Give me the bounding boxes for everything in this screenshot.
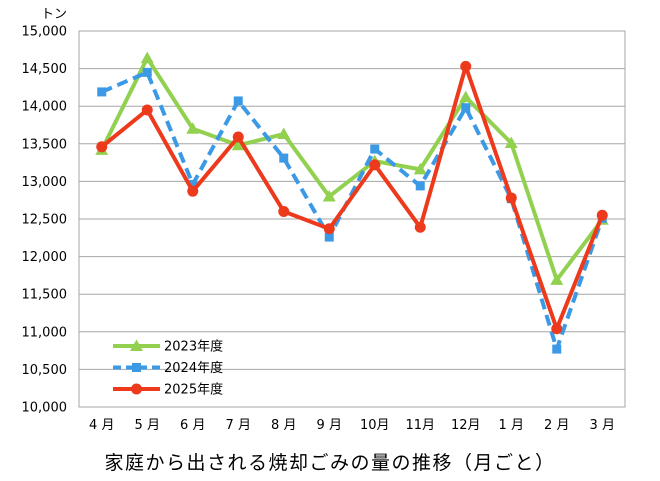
data-point-marker-2023	[413, 162, 427, 175]
x-tick-label: 2 月	[544, 418, 569, 433]
x-tick-label: 1 月	[499, 418, 524, 433]
y-tick-label: 12,500	[22, 213, 68, 228]
data-point-marker-2023	[550, 273, 564, 285]
data-point-marker-2025	[141, 104, 153, 116]
y-tick-label: 10,000	[22, 401, 68, 416]
x-tick-label: 4 月	[89, 418, 114, 433]
data-point-marker-2023	[322, 189, 336, 202]
x-tick-label: 9 月	[317, 418, 342, 433]
legend-marker-2025	[131, 383, 142, 395]
data-point-marker-2024	[370, 144, 380, 154]
data-point-marker-2023	[186, 122, 200, 134]
data-point-marker-2023	[459, 90, 473, 103]
y-axis-unit-label: トン	[41, 7, 67, 22]
legend-entry-2023: 2023年度	[113, 339, 223, 355]
data-point-marker-2024	[552, 344, 562, 354]
data-point-marker-2024	[142, 67, 152, 77]
x-tick-label: 5 月	[135, 418, 160, 433]
series-2023	[95, 51, 609, 285]
legend-label-2024: 2024年度	[164, 360, 223, 376]
legend-label-2025: 2025年度	[164, 382, 223, 398]
data-point-marker-2025	[551, 323, 563, 335]
x-axis-tick-labels: 4 月 5 月 6 月 7 月 8 月 9 月 10月 11月 12月 1 月 2 月 3 月	[89, 418, 615, 433]
data-point-marker-2023	[504, 136, 518, 149]
data-point-marker-2025	[596, 209, 608, 221]
series-group	[95, 51, 609, 354]
data-point-marker-2025	[278, 205, 290, 217]
data-point-marker-2024	[97, 87, 107, 97]
data-point-marker-2024	[461, 103, 471, 113]
legend-label-2023: 2023年度	[164, 339, 223, 355]
legend: 2023年度 2024年度 2025年度	[113, 339, 223, 398]
x-tick-label: 6 月	[180, 418, 205, 433]
data-point-marker-2023	[231, 138, 245, 151]
x-tick-label: 8 月	[271, 418, 296, 433]
series-2025	[96, 60, 608, 335]
y-tick-label: 14,500	[22, 62, 68, 77]
y-tick-label: 11,500	[22, 288, 68, 303]
data-point-marker-2023	[277, 127, 291, 140]
x-tick-label: 7 月	[226, 418, 251, 433]
data-point-marker-2025	[505, 192, 517, 204]
x-tick-label: 12月	[451, 418, 481, 433]
data-point-marker-2025	[414, 221, 426, 233]
data-point-marker-2025	[96, 141, 108, 153]
data-point-marker-2025	[460, 60, 472, 72]
series-line-2024	[100, 70, 605, 352]
gridlines	[79, 30, 625, 408]
data-point-marker-2024	[279, 153, 289, 163]
data-point-marker-2024	[233, 96, 243, 106]
legend-marker-2024	[132, 363, 141, 372]
data-point-marker-2025	[232, 131, 244, 143]
plot-area-border	[78, 30, 626, 408]
x-tick-label: 3 月	[590, 418, 615, 433]
series-line-2023	[99, 56, 605, 282]
y-tick-label: 10,500	[22, 363, 68, 378]
data-point-marker-2025	[369, 159, 381, 171]
data-point-marker-2024	[415, 181, 425, 191]
series-line-2025	[99, 64, 605, 331]
y-axis-tick-labels: 10,000 10,500 11,000 11,500 12,000 12,500 13,0…	[22, 25, 68, 416]
chart-title: 家庭から出される焼却ごみの量の推移（月ごと）	[104, 452, 555, 474]
y-tick-label: 12,000	[22, 250, 68, 265]
y-tick-label: 13,500	[22, 137, 68, 152]
y-tick-label: 13,000	[22, 175, 68, 190]
y-tick-label: 11,000	[22, 325, 68, 340]
y-tick-label: 14,000	[22, 100, 68, 115]
data-point-marker-2024	[188, 179, 198, 189]
x-tick-label: 11月	[405, 418, 435, 433]
data-point-marker-2024	[324, 232, 334, 242]
x-tick-label: 10月	[360, 418, 390, 433]
y-tick-label: 15,000	[22, 25, 68, 40]
legend-entry-2024: 2024年度	[113, 360, 223, 376]
data-point-marker-2025	[187, 185, 199, 197]
legend-entry-2025: 2025年度	[113, 382, 223, 398]
series-2024	[97, 67, 607, 354]
legend-marker-2023	[130, 339, 143, 351]
data-point-marker-2025	[323, 223, 335, 235]
data-point-marker-2023	[140, 51, 154, 64]
